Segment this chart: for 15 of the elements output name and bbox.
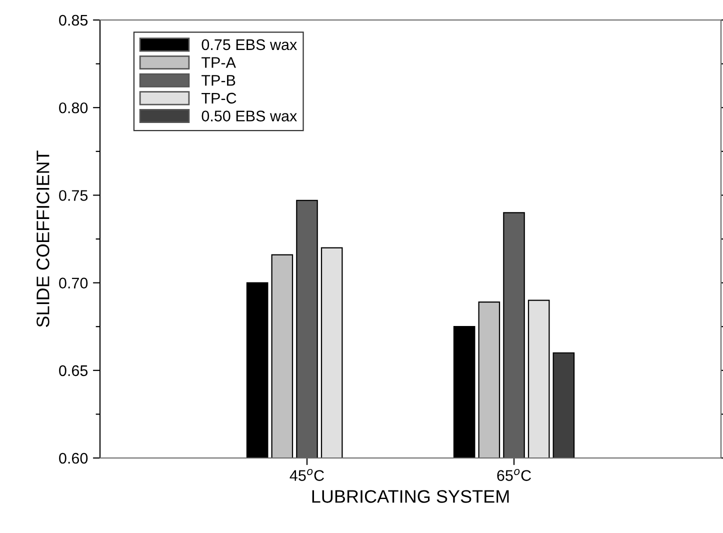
x-tick-label: 45$^{o}$C <box>290 468 324 481</box>
legend-label: TP-A <box>202 57 236 68</box>
legend-label: 0.75 EBS wax <box>202 39 297 50</box>
legend-label: TP-B <box>202 75 236 86</box>
y-tick-label: 0.80 <box>59 102 88 114</box>
y-tick-label: 0.85 <box>59 14 88 26</box>
x-axis-title: LUBRICATING SYSTEM <box>312 490 509 503</box>
x-tick-label: 65$^{o}$C <box>497 468 531 481</box>
legend-label: TP-C <box>202 92 236 104</box>
y-tick-label: 0.60 <box>59 452 88 464</box>
y-axis-title: SLIDE COEFFICIENT <box>36 150 50 327</box>
y-tick-label: 0.75 <box>59 190 88 201</box>
y-tick-label: 0.65 <box>59 365 88 376</box>
legend-label: 0.50 EBS wax <box>202 110 297 122</box>
y-tick-label: 0.70 <box>59 278 88 288</box>
